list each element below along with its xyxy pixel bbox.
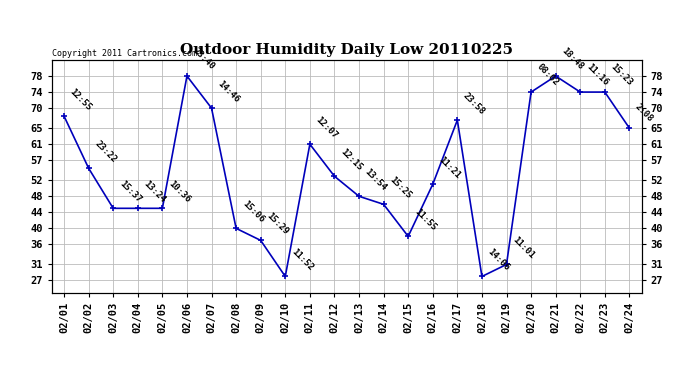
Text: 15:25: 15:25 (388, 175, 413, 200)
Text: 10:36: 10:36 (166, 179, 192, 204)
Text: 13:24: 13:24 (142, 179, 167, 204)
Title: Outdoor Humidity Daily Low 20110225: Outdoor Humidity Daily Low 20110225 (180, 44, 513, 57)
Text: 15:23: 15:23 (609, 63, 634, 88)
Text: 12:15: 12:15 (339, 147, 364, 172)
Text: 13:54: 13:54 (363, 167, 388, 192)
Text: 23:58: 23:58 (462, 91, 487, 116)
Text: 11:21: 11:21 (437, 155, 462, 180)
Text: 23:40: 23:40 (191, 46, 217, 72)
Text: 15:29: 15:29 (265, 211, 290, 236)
Text: 11:52: 11:52 (289, 247, 315, 272)
Text: 18:48: 18:48 (560, 46, 585, 72)
Text: 12:55: 12:55 (68, 87, 94, 112)
Text: 11:55: 11:55 (413, 207, 437, 232)
Text: 11:01: 11:01 (511, 235, 536, 260)
Text: 15:37: 15:37 (117, 179, 143, 204)
Text: 2:08: 2:08 (633, 102, 655, 124)
Text: 14:46: 14:46 (216, 79, 241, 104)
Text: Copyright 2011 Cartronics.com: Copyright 2011 Cartronics.com (52, 49, 197, 58)
Text: 12:07: 12:07 (314, 115, 339, 140)
Text: 15:06: 15:06 (240, 199, 266, 224)
Text: 11:16: 11:16 (584, 63, 610, 88)
Text: 08:02: 08:02 (535, 63, 560, 88)
Text: 23:22: 23:22 (92, 139, 118, 164)
Text: 14:06: 14:06 (486, 247, 511, 272)
